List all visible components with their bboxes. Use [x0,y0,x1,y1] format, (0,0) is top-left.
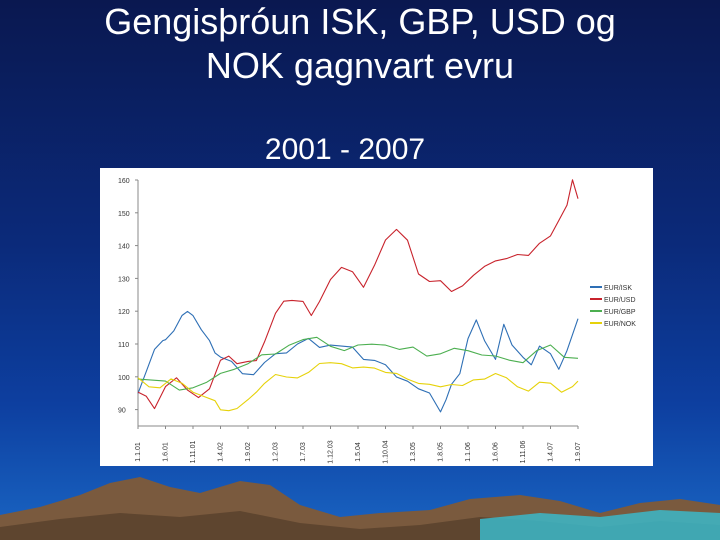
x-tick-label: 1.11.01 [190,440,197,463]
legend-label: EUR/NOK [604,321,636,328]
series-line-eur-nok [137,362,579,412]
x-tick-label: 1.7.03 [300,442,307,462]
x-tick-label: 1.1.06 [465,442,472,462]
x-tick-label: 1.6.01 [163,442,170,462]
x-tick-label: 1.9.07 [575,442,582,462]
legend-label: EUR/ISK [604,285,632,292]
exchange-rate-chart: 90 100 110 120 130 140 150 160 1.1.01 1.6.01 1.11.… [118,178,636,464]
x-tick-label: 1.4.02 [218,442,225,462]
x-tick-label: 1.1.01 [135,442,142,462]
y-tick-label: 120 [118,309,130,316]
x-tick-label: 1.2.03 [273,442,280,462]
y-tick-label: 140 [118,244,130,251]
x-tick-label: 1.10.04 [383,440,390,463]
y-tick-label: 110 [118,342,129,349]
series-line-eur-usd [137,179,579,410]
slide-title-line-2: NOK gagnvart evru [205,45,515,86]
slide-title: Gengisþróun ISK, GBP, USD og NOK gagnvar… [0,0,720,88]
series-line-eur-gbp [137,336,579,391]
x-tick-label: 1.8.05 [438,442,445,462]
legend-label: EUR/USD [604,297,636,304]
legend-label: EUR/GBP [604,309,636,316]
slide-subtitle: 2001 - 2007 [264,133,426,166]
chart-panel: 90 100 110 120 130 140 150 160 1.1.01 1.6.01 1.11.… [100,168,653,466]
x-tick-label: 1.11.06 [520,440,527,463]
x-tick-label: 1.3.05 [410,442,417,462]
x-tick-label: 1.5.04 [355,442,362,462]
mountain-decoration [0,477,720,540]
x-tick-label: 1.4.07 [548,442,555,462]
y-tick-label: 130 [118,276,130,283]
y-tick-label: 150 [118,211,130,218]
y-tick-label: 160 [118,178,130,185]
y-tick-label: 100 [118,375,130,382]
x-tick-label: 1.9.02 [245,442,252,462]
y-tick-label: 90 [118,408,126,415]
x-tick-label: 1.12.03 [328,440,335,463]
x-tick-label: 1.6.06 [493,442,500,462]
slide-title-line-1: Gengisþróun ISK, GBP, USD og [104,1,616,42]
